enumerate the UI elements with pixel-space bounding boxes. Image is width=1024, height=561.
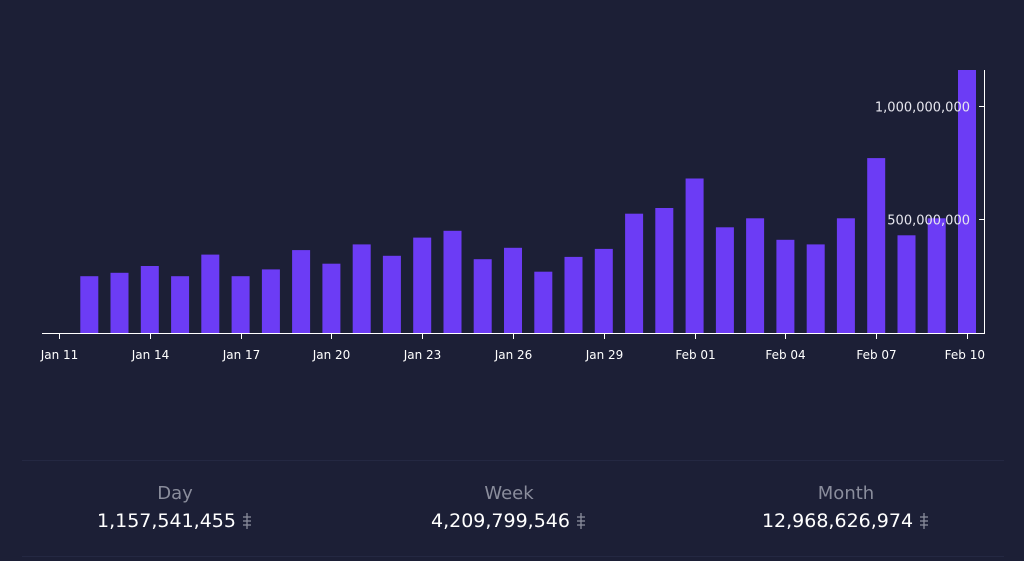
x-labels-group: Jan 11 Jan 14 Jan 17 Jan 20 Jan 23 Jan 26 Jan … [40,348,985,362]
bar-feb-07[interactable] [867,158,886,333]
coin-icon [243,513,251,529]
bar-jan-22[interactable] [382,255,401,333]
bar-feb-01[interactable] [685,178,704,334]
x-tick-label: Feb 01 [675,348,715,362]
stats-divider-top [22,460,1004,461]
x-tick-label: Jan 14 [131,348,170,362]
bar-jan-30[interactable] [625,213,644,333]
bar-jan-15[interactable] [171,276,190,333]
bar-feb-05[interactable] [806,244,825,333]
bar-jan-12[interactable] [80,276,99,333]
x-tick-label: Jan 17 [222,348,261,362]
bar-jan-16[interactable] [201,254,220,333]
bar-jan-17[interactable] [231,276,250,333]
x-tick-label: Feb 04 [765,348,805,362]
y-tick-label: 1,000,000,000 [875,101,970,116]
bar-feb-02[interactable] [715,227,734,333]
stat-day-label: Day [157,483,193,504]
coin-icon [920,513,929,529]
stat-week-label: Week [484,483,534,504]
bar-jan-13[interactable] [110,272,129,333]
stat-month-label: Month [817,483,875,504]
x-tick-label: Jan 23 [403,348,442,362]
bar-jan-29[interactable] [594,248,613,333]
stat-week-value: 4,209,799,546 [430,510,570,532]
stat-month-value: 12,968,626,974 [761,510,914,532]
bar-feb-03[interactable] [746,218,765,333]
bars-group [80,70,976,333]
x-tick-label: Jan 11 [40,348,79,362]
stat-day: Day 1,157,541,455 [25,482,325,534]
bar-jan-23[interactable] [413,237,432,333]
bar-jan-18[interactable] [261,269,280,333]
stats-divider-bottom [22,556,1004,557]
stat-month: Month 12,968,626,974 [696,482,996,534]
bar-jan-14[interactable] [140,266,159,333]
x-tick-label: Jan 20 [312,348,351,362]
x-tick-label: Jan 29 [585,348,624,362]
stat-week: Week 4,209,799,546 [359,482,659,534]
stats-row: Day 1,157,541,455 Week 4,209,799,546 [0,482,1024,542]
bar-jan-24[interactable] [443,230,462,333]
bar-jan-21[interactable] [352,244,371,333]
bar-jan-26[interactable] [504,247,522,333]
bar-feb-06[interactable] [836,218,855,333]
axes-group [42,70,985,339]
bar-feb-08[interactable] [897,235,916,333]
volume-chart: 500,000,000 1,000,000,000 Jan 11 Jan 14 Jan… [40,70,985,362]
bar-jan-31[interactable] [655,208,674,333]
bar-jan-25[interactable] [473,259,492,333]
bar-jan-20[interactable] [322,263,341,333]
bar-feb-04[interactable] [776,239,795,333]
bar-feb-09[interactable] [927,218,946,333]
x-tick-label: Jan 26 [494,348,533,362]
bar-feb-10[interactable] [958,70,976,333]
bar-jan-28[interactable] [564,256,583,333]
coin-icon [577,513,585,529]
bar-jan-27[interactable] [534,271,553,333]
bar-jan-19[interactable] [292,250,311,333]
y-tick-label: 500,000,000 [887,214,970,229]
y-labels-group: 500,000,000 1,000,000,000 [875,101,970,229]
x-tick-label: Feb 10 [945,348,985,362]
stat-day-value: 1,157,541,455 [96,510,236,532]
x-tick-label: Feb 07 [856,348,896,362]
